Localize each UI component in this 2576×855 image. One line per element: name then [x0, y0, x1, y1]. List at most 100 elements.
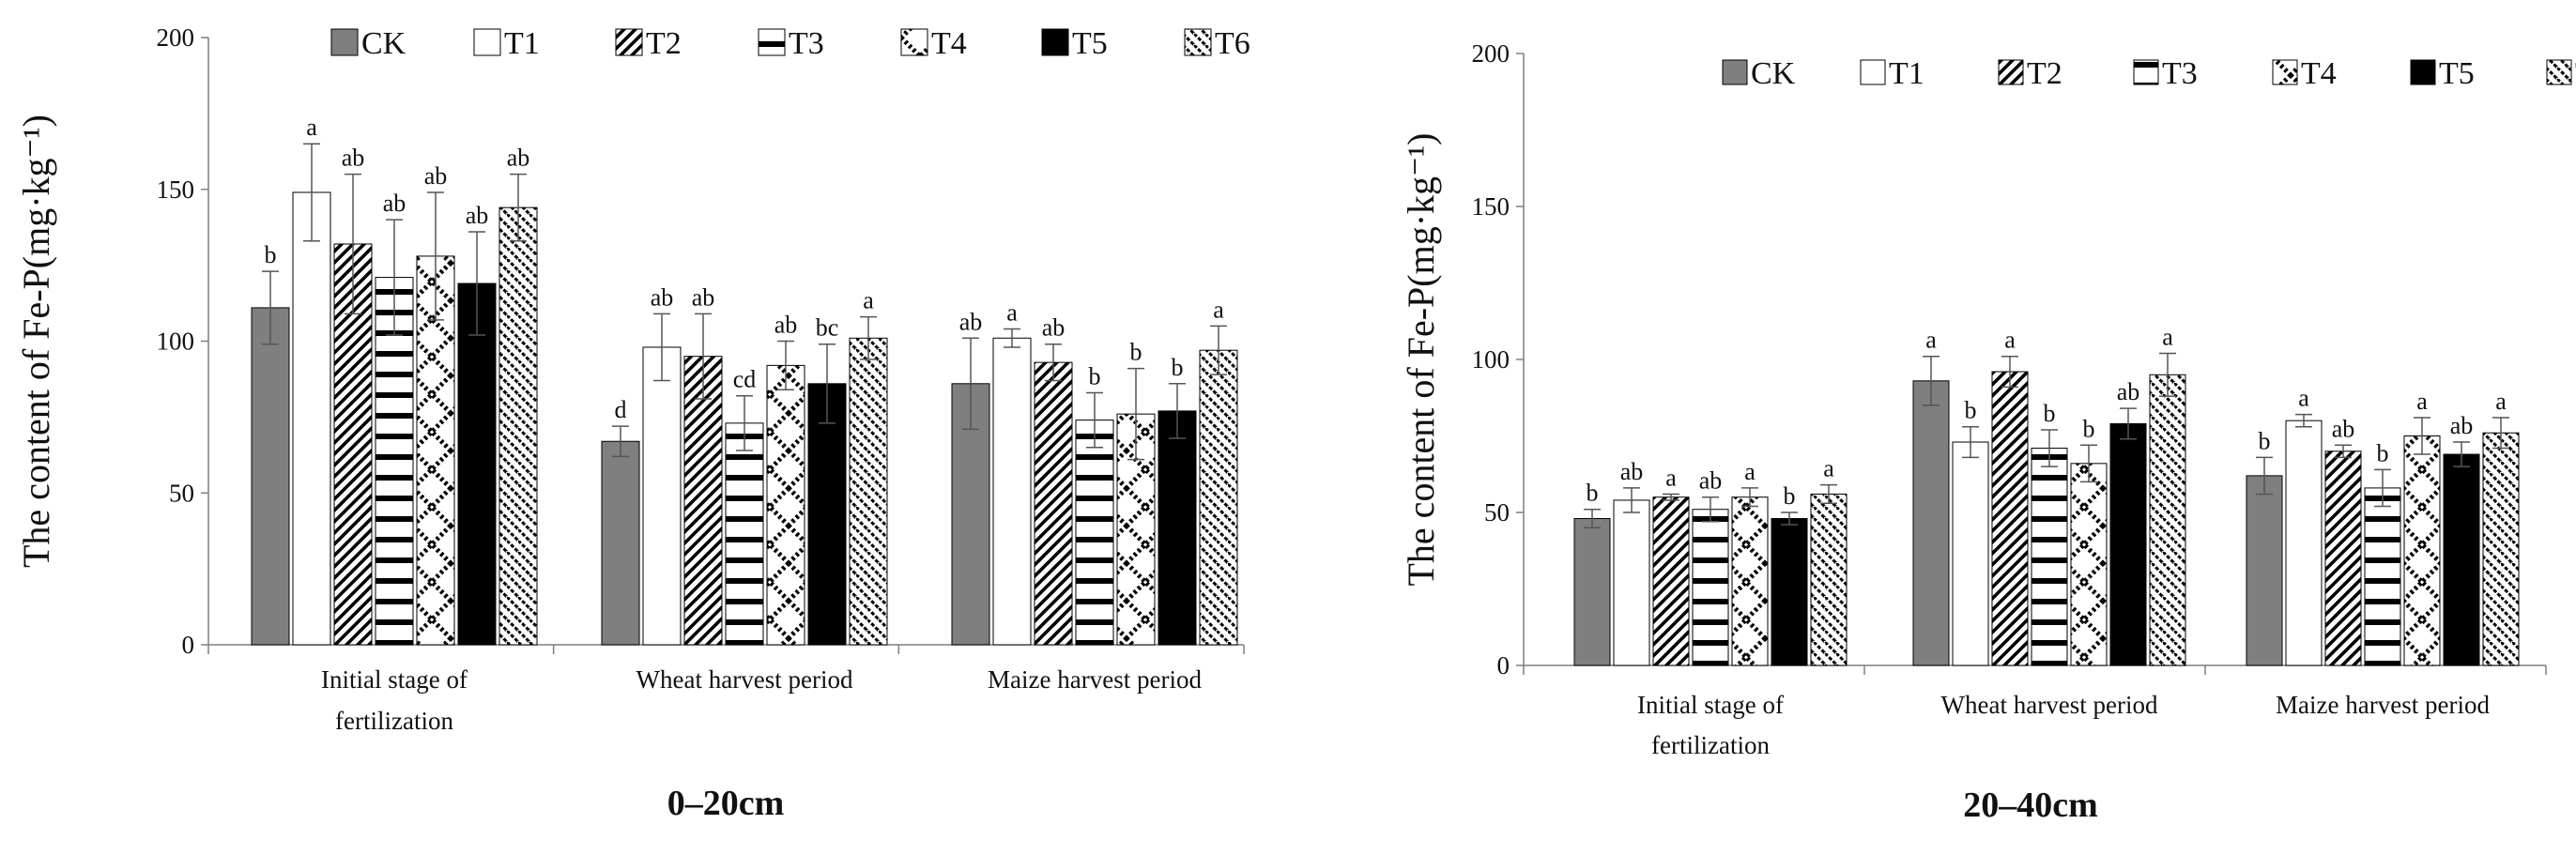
significance-letter: b — [1784, 482, 1796, 510]
legend-marker-t5 — [1041, 28, 1069, 56]
significance-letter: ab — [466, 202, 489, 229]
bar-t1 — [992, 337, 1032, 646]
significance-letter: b — [2377, 439, 2389, 466]
y-tick-label: 200 — [1472, 39, 1510, 68]
significance-letter: a — [1823, 455, 1834, 482]
bar-t2 — [1034, 361, 1073, 646]
legend-marker-t5 — [2410, 59, 2436, 85]
bar-ck — [1912, 380, 1950, 666]
y-tick-label: 0 — [1497, 651, 1510, 679]
x-category-label: Wheat harvest period — [636, 665, 853, 694]
bar-t5 — [1771, 518, 1808, 666]
x-category-label: Wheat harvest period — [1941, 691, 2158, 719]
significance-letter: ab — [342, 145, 365, 172]
bar-t1 — [1613, 499, 1650, 666]
y-tick-label: 100 — [1472, 345, 1510, 374]
significance-letter: ab — [651, 283, 674, 311]
significance-letter: ab — [1620, 458, 1644, 485]
bar-t3 — [2364, 487, 2401, 666]
significance-letter: d — [615, 396, 627, 423]
bar-t2 — [1652, 496, 1690, 666]
legend-label-ck: CK — [1751, 56, 1796, 91]
y-axis-label: The content of Fe-P(mg·kg⁻¹) — [1400, 133, 1442, 587]
bar-t4 — [1731, 496, 1769, 666]
significance-letter: b — [2259, 427, 2271, 454]
significance-letter: b — [1965, 397, 1977, 424]
bar-t5 — [2109, 422, 2147, 666]
significance-letter: a — [2004, 327, 2016, 354]
significance-letter: ab — [1699, 467, 1723, 495]
bar-t3 — [2031, 448, 2068, 666]
bar-t6 — [1810, 493, 1848, 666]
x-category-label: Initial stage of — [321, 665, 468, 694]
significance-letter: a — [2416, 388, 2428, 415]
significance-letter: a — [2298, 385, 2309, 412]
significance-letter: b — [1172, 354, 1184, 381]
y-tick-label: 50 — [169, 479, 194, 507]
legend-marker-t1 — [473, 28, 501, 56]
bar-t4 — [2070, 463, 2108, 666]
chart-panel-1: 0 50 100 150 200 Initial stage of fertilizatio… — [15, 23, 1250, 823]
y-tick-label: 200 — [157, 23, 195, 52]
significance-letter: b — [1587, 480, 1599, 507]
y-tick-label: 50 — [1484, 498, 1510, 527]
legend-label-t3: T3 — [2162, 56, 2198, 91]
bar-t5 — [2443, 453, 2480, 666]
significance-letter: a — [1744, 458, 1756, 485]
y-tick-label: 100 — [157, 328, 195, 356]
significance-letter: bc — [816, 314, 839, 342]
bar-ck — [2246, 475, 2283, 666]
legend-marker-t3 — [758, 28, 786, 56]
legend-label-t4: T4 — [931, 26, 967, 61]
legend-label-t5: T5 — [2439, 56, 2475, 91]
bar-t3 — [1692, 509, 1729, 666]
significance-letter: b — [1130, 339, 1142, 366]
significance-letter: ab — [507, 145, 530, 172]
significance-letter: a — [2495, 388, 2507, 415]
significance-letter: ab — [692, 283, 715, 311]
legend-marker-ck — [330, 28, 359, 56]
y-tick-label: 150 — [1472, 192, 1510, 221]
bar-t1 — [292, 191, 331, 646]
legend-marker-t6 — [1184, 28, 1212, 56]
panel-title: 0–20cm — [667, 784, 785, 823]
bar-t3 — [725, 422, 764, 646]
significance-letter: a — [1006, 299, 1018, 327]
y-axis-label: The content of Fe-P(mg·kg⁻¹) — [15, 115, 57, 568]
legend-label-t2: T2 — [646, 26, 682, 61]
legend-marker-t1 — [1860, 59, 1886, 85]
significance-letter: ab — [383, 190, 406, 217]
bar-ck — [1573, 518, 1611, 666]
bar-t2 — [2324, 450, 2362, 666]
bar-t1 — [2285, 420, 2323, 666]
bar-t4 — [2403, 435, 2441, 666]
bar-t4 — [766, 364, 805, 646]
significance-letter: b — [1089, 362, 1101, 389]
panel-title: 20–40cm — [1963, 786, 2098, 825]
bar-t2 — [1991, 371, 2029, 666]
significance-letter: a — [1213, 296, 1224, 323]
bar-t6 — [2482, 432, 2520, 666]
bar-t1 — [1952, 441, 1989, 666]
legend-label-t2: T2 — [2027, 56, 2062, 91]
bar-t3 — [1075, 420, 1114, 646]
significance-letter: a — [1665, 464, 1677, 491]
legend-marker-t4 — [2272, 59, 2298, 85]
legend-marker-t4 — [900, 28, 928, 56]
x-category-label: fertilization — [1651, 731, 1770, 759]
legend-marker-t2 — [1998, 59, 2024, 85]
significance-letter: ab — [2450, 412, 2474, 439]
legend-label-t1: T1 — [1889, 56, 1924, 91]
significance-letter: cd — [733, 366, 757, 393]
significance-letter: ab — [424, 162, 448, 190]
legend-marker-ck — [1722, 59, 1748, 85]
bar-ck — [601, 440, 640, 646]
legend-marker-t3 — [2133, 59, 2159, 85]
significance-letter: a — [863, 287, 874, 314]
y-tick-label: 150 — [157, 176, 195, 204]
legend-label-t6: T6 — [1215, 26, 1250, 61]
significance-letter: b — [2044, 400, 2056, 427]
y-tick-label: 0 — [182, 631, 195, 659]
legend-label-t5: T5 — [1072, 26, 1108, 61]
